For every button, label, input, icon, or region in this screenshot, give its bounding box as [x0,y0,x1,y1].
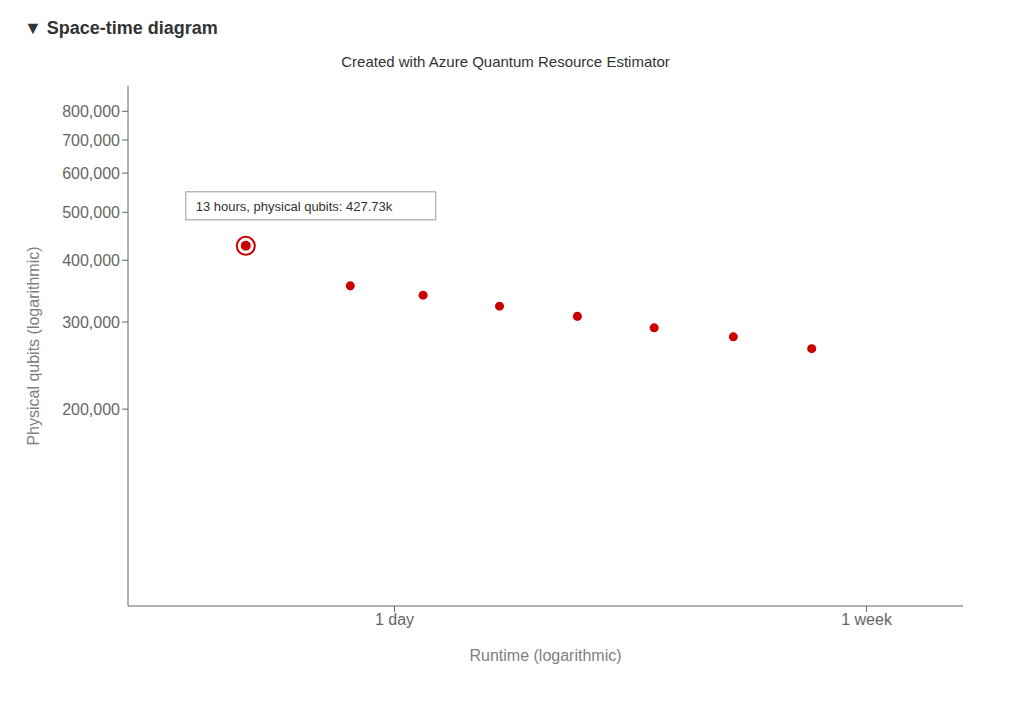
html-text:▼ Space-time diagram: ▼ Space-time diagram [24,18,218,38]
svg-text:800,000: 800,000 [62,103,120,120]
svg-text:600,000: 600,000 [62,165,120,182]
svg-text:1 week: 1 week [841,611,893,628]
svg-text:Physical qubits (logarithmic): Physical qubits (logarithmic) [25,246,42,445]
svg-text:400,000: 400,000 [62,252,120,269]
html-text:Created with Azure Quantum Res: Created with Azure Quantum Resource Esti… [341,53,670,70]
svg-text:200,000: 200,000 [62,401,120,418]
svg-text:Runtime (logarithmic): Runtime (logarithmic) [469,647,621,664]
svg-text:700,000: 700,000 [62,132,120,149]
svg-text:13 hours, physical qubits: 427: 13 hours, physical qubits: 427.73k [196,199,393,214]
svg-text:300,000: 300,000 [62,314,120,331]
svg-text:500,000: 500,000 [62,204,120,221]
svg-text:1 day: 1 day [375,611,414,628]
